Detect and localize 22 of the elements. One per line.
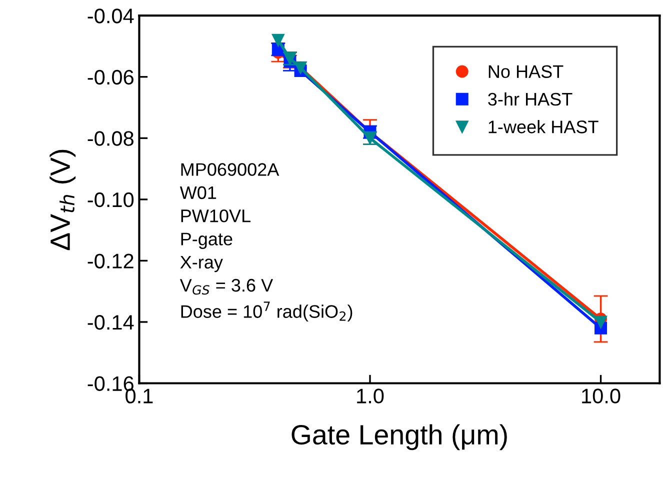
y-tick-label: -0.08 bbox=[88, 131, 134, 146]
annotation: X-ray bbox=[180, 256, 223, 272]
x-axis-title: Gate Length (μm) bbox=[292, 424, 507, 450]
annotation: PW10VL bbox=[181, 209, 250, 222]
annotation: V$_{GS}$ = 3.6 V bbox=[180, 278, 274, 295]
annotation: MP069002A bbox=[181, 163, 280, 176]
x-tick-label: 10.0 bbox=[582, 388, 620, 404]
legend-label: 1-week HAST bbox=[488, 120, 598, 134]
legend-label: 3-hr HAST bbox=[488, 92, 572, 106]
y-axis-title: ΔV$_{th}$ (V) bbox=[50, 150, 76, 250]
x-tick-label: 1.0 bbox=[357, 388, 384, 404]
annotation: W01 bbox=[180, 186, 216, 200]
x-tick-label: 0.1 bbox=[126, 388, 153, 404]
y-tick-label: -0.10 bbox=[88, 192, 134, 208]
annotation: P-gate bbox=[181, 232, 232, 249]
annotation: Dose = 10$^{7}$ rad(SiO$_{2}$) bbox=[181, 302, 352, 322]
y-tick-label: -0.12 bbox=[88, 254, 134, 268]
y-tick-label: -0.16 bbox=[88, 376, 134, 392]
y-tick-label: -0.06 bbox=[88, 70, 134, 85]
y-tick-label: -0.04 bbox=[88, 8, 134, 24]
y-tick-label: -0.14 bbox=[88, 314, 134, 330]
legend-label: No HAST bbox=[488, 65, 564, 78]
